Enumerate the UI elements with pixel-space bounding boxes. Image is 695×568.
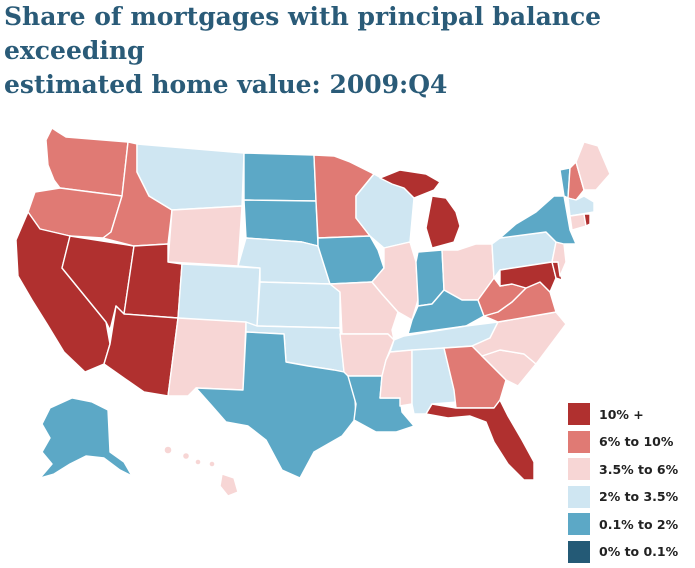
state-hi[interactable] xyxy=(163,445,239,497)
legend-swatch xyxy=(568,403,590,425)
state-ri[interactable] xyxy=(583,213,591,227)
state-nd[interactable] xyxy=(243,152,317,202)
title-line-2: estimated home value: 2009:Q4 xyxy=(4,70,448,99)
title-line-1: Share of mortgages with principal balanc… xyxy=(4,2,602,65)
legend-swatch xyxy=(568,430,590,453)
map-legend: 10% + 6% to 10% 3.5% to 6% 2% to 3.5% 0.1% t… xyxy=(568,403,688,568)
state-ct[interactable] xyxy=(569,213,587,231)
state-ma[interactable] xyxy=(567,195,595,217)
state-ks[interactable] xyxy=(256,281,341,329)
legend-swatch xyxy=(568,485,590,508)
map-svg xyxy=(15,127,611,497)
state-az[interactable] xyxy=(103,305,179,397)
legend-label: 10% + xyxy=(599,406,644,422)
legend-item-3: 2% to 3.5% xyxy=(568,485,688,508)
state-nm[interactable] xyxy=(167,317,247,397)
state-wy[interactable] xyxy=(167,205,243,267)
state-co[interactable] xyxy=(177,263,261,327)
legend-item-2: 3.5% to 6% xyxy=(568,458,688,480)
state-nc[interactable] xyxy=(471,311,567,365)
legend-item-4: 0.1% to 2% xyxy=(568,513,688,535)
legend-swatch xyxy=(568,540,590,563)
state-mi[interactable] xyxy=(379,169,461,249)
state-fl[interactable] xyxy=(425,399,535,481)
legend-label: 2% to 3.5% xyxy=(599,489,679,504)
legend-label: 3.5% to 6% xyxy=(599,461,679,477)
legend-label: 0% to 0.1% xyxy=(599,544,679,559)
state-nh[interactable] xyxy=(567,161,585,201)
state-il[interactable] xyxy=(371,241,419,321)
state-ny[interactable] xyxy=(499,195,577,245)
state-me[interactable] xyxy=(575,141,611,191)
state-wa[interactable] xyxy=(45,127,129,197)
state-ak[interactable] xyxy=(39,397,133,479)
legend-swatch xyxy=(568,458,590,480)
legend-label: 6% to 10% xyxy=(599,434,674,449)
map-title: Share of mortgages with principal balanc… xyxy=(4,0,690,102)
legend-item-1: 6% to 10% xyxy=(568,430,688,453)
state-ia[interactable] xyxy=(317,235,385,285)
legend-item-5: 0% to 0.1% xyxy=(568,540,688,563)
legend-swatch xyxy=(568,513,590,535)
state-tx[interactable] xyxy=(195,331,357,479)
state-ms[interactable] xyxy=(379,349,413,407)
legend-item-0: 10% + xyxy=(568,403,688,425)
us-choropleth-map: 10% + 6% to 10% 3.5% to 6% 2% to 3.5% 0.1% t… xyxy=(0,80,695,563)
